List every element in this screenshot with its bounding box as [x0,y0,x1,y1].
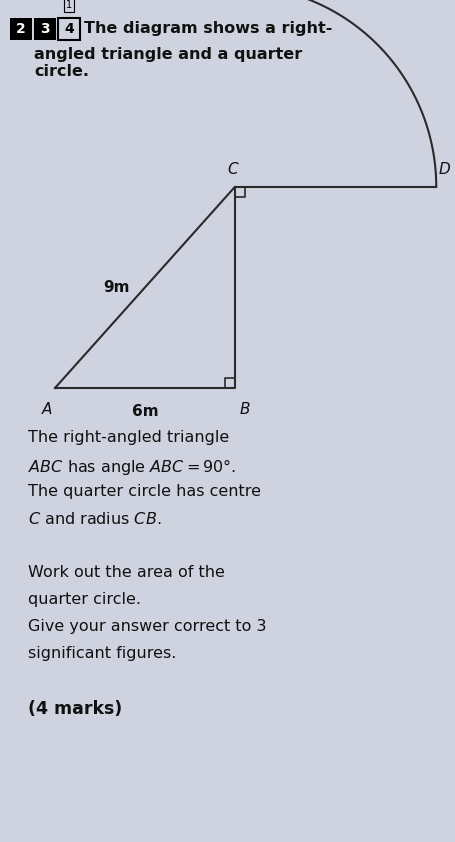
Text: A: A [42,402,52,417]
Text: $ABC$ has angle $ABC = 90\degree$.: $ABC$ has angle $ABC = 90\degree$. [28,457,236,477]
Text: 9m: 9m [104,280,130,295]
Text: B: B [239,402,250,417]
Text: The diagram shows a right-: The diagram shows a right- [84,22,332,36]
Text: significant figures.: significant figures. [28,646,176,661]
Text: (4 marks): (4 marks) [28,700,122,718]
Text: angled triangle and a quarter: angled triangle and a quarter [34,46,302,61]
FancyBboxPatch shape [58,18,80,40]
Text: circle.: circle. [34,65,89,79]
Text: quarter circle.: quarter circle. [28,592,141,607]
Text: C: C [227,162,238,177]
Text: The quarter circle has centre: The quarter circle has centre [28,484,260,499]
Text: D: D [437,162,449,177]
FancyBboxPatch shape [10,18,32,40]
Text: Work out the area of the: Work out the area of the [28,565,224,580]
Text: $C$ and radius $CB$.: $C$ and radius $CB$. [28,511,161,527]
Text: 1: 1 [66,0,72,10]
Text: 3: 3 [40,22,50,36]
Text: The right-angled triangle: The right-angled triangle [28,430,229,445]
Text: Give your answer correct to 3: Give your answer correct to 3 [28,619,266,634]
Text: 6m: 6m [131,404,158,419]
Text: 2: 2 [16,22,26,36]
Text: 4: 4 [64,22,74,36]
FancyBboxPatch shape [34,18,56,40]
